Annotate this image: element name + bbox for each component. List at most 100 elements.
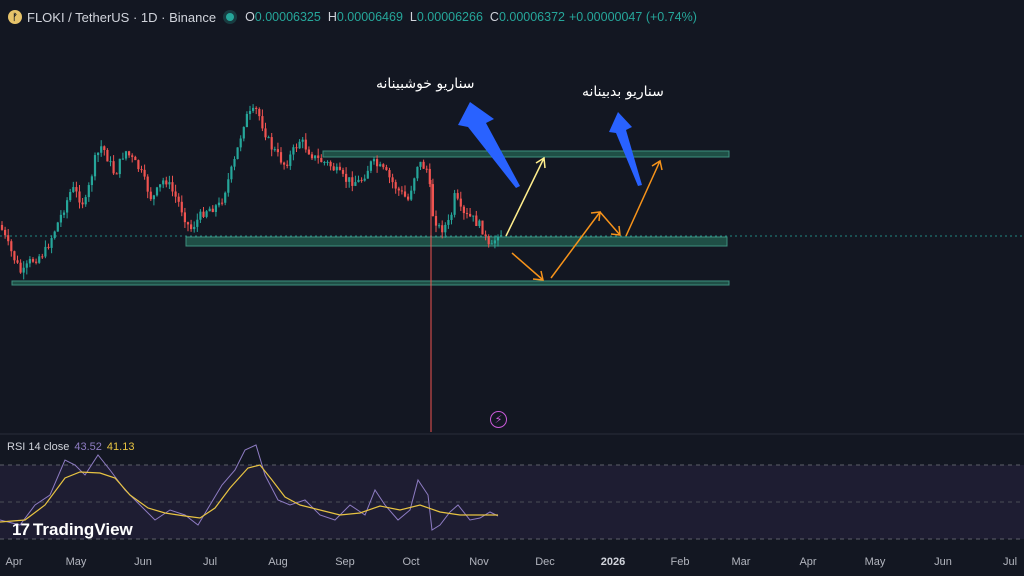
candle-body [407, 196, 410, 200]
candle-body [143, 169, 146, 177]
time-tick-jul: Jul [1002, 556, 1018, 568]
candle-body [397, 188, 400, 191]
symbol-title[interactable]: FLOKI / TetherUS · 1D · Binance [27, 9, 217, 25]
candle-body [478, 220, 481, 226]
floki-logo-icon: ᚠ [8, 10, 22, 24]
candle-body [252, 107, 255, 111]
candle-body [28, 259, 31, 264]
candle-body [90, 176, 93, 186]
support-zone[interactable] [185, 236, 728, 247]
candle-body [301, 139, 304, 142]
bullish-scenario-arrow[interactable] [505, 156, 546, 237]
candle-body [366, 170, 369, 179]
candle-body [273, 149, 276, 151]
time-tick-jul: Jul [202, 556, 218, 568]
candle-body [400, 190, 403, 192]
bearish-scenario-label[interactable]: سناریو بدبینانه [582, 84, 664, 100]
tradingview-wordmark: TradingView [32, 520, 133, 539]
candle-body [137, 160, 140, 170]
candle-body [69, 192, 72, 201]
candle-body [329, 161, 332, 167]
candle-body [13, 251, 16, 261]
candle-body [289, 154, 292, 166]
resistance-zone[interactable] [322, 150, 730, 158]
candle-body [121, 158, 124, 160]
time-tick-oct: Oct [402, 556, 420, 568]
candle-body [465, 213, 469, 215]
rsi-value: 43.52 [74, 441, 102, 453]
candle-body [267, 137, 270, 139]
candle-body [434, 216, 438, 226]
candle-body [338, 166, 341, 170]
candle-body [258, 108, 261, 117]
candle-body [193, 226, 196, 230]
candle-body [500, 235, 503, 237]
candle-body [208, 208, 211, 212]
candle-body [168, 182, 171, 185]
candle-body [140, 169, 143, 171]
flash-icon[interactable]: ⚡ [490, 411, 507, 428]
tradingview-logo[interactable]: 17 TradingView [12, 520, 133, 540]
rsi-ma-line [0, 464, 498, 523]
bearish-callout-arrow [609, 112, 642, 186]
time-tick-2026: 2026 [600, 556, 626, 568]
candle-body [162, 180, 165, 185]
candle-body [72, 187, 75, 193]
rsi-ma-value: 41.13 [106, 441, 135, 453]
candle-body [369, 161, 372, 171]
candle-body [131, 155, 134, 157]
candle-body [385, 167, 388, 171]
bearish-scenario-arrows[interactable] [511, 159, 663, 281]
time-tick-apr: Apr [5, 556, 23, 568]
candle-body [66, 200, 69, 213]
lower-support-zone[interactable] [11, 280, 730, 286]
candle-body [59, 214, 62, 223]
candle-body [78, 191, 81, 203]
candle-body [295, 147, 298, 149]
candle-body [317, 155, 320, 158]
candle-body [441, 225, 444, 233]
candle-body [276, 149, 279, 153]
candle-body [7, 235, 10, 242]
bullish-scenario-label[interactable]: سناریو خوشبینانه [376, 76, 475, 92]
candle-body [307, 149, 310, 155]
candle-body [255, 107, 258, 109]
time-tick-dec: Dec [535, 556, 555, 568]
candle-body [221, 202, 224, 204]
candle-body [357, 179, 360, 183]
candle-body [372, 159, 376, 162]
candle-body [270, 137, 273, 150]
candle-body [186, 222, 190, 225]
time-tick-nov: Nov [469, 556, 489, 568]
candle-body [165, 180, 168, 185]
candle-body [44, 246, 47, 257]
candle-body [279, 152, 283, 163]
time-tick-may: May [864, 556, 886, 568]
candle-body [450, 214, 453, 220]
candle-body [177, 196, 180, 202]
candle-body [484, 234, 487, 237]
candle-body [348, 177, 351, 182]
candle-body [459, 198, 462, 207]
candle-body [180, 201, 183, 213]
candle-body [224, 192, 227, 203]
open-label: O [245, 10, 255, 24]
candle-body [0, 225, 4, 230]
candle-body [171, 182, 174, 192]
candle-body [360, 179, 363, 181]
rsi-legend[interactable]: RSI 14 close 43.52 41.13 [7, 441, 134, 453]
candle-body [155, 187, 159, 196]
candle-body [248, 110, 252, 114]
candle-body [481, 220, 484, 235]
candle-body [205, 211, 208, 217]
candle-body [335, 166, 338, 171]
candle-body [351, 177, 354, 186]
candlestick-series [0, 104, 503, 280]
high-value: 0.00006469 [336, 10, 403, 24]
candle-body [283, 162, 286, 165]
candle-body [292, 147, 295, 155]
candle-body [304, 139, 307, 150]
candle-body [447, 219, 450, 225]
candle-body [199, 211, 202, 220]
